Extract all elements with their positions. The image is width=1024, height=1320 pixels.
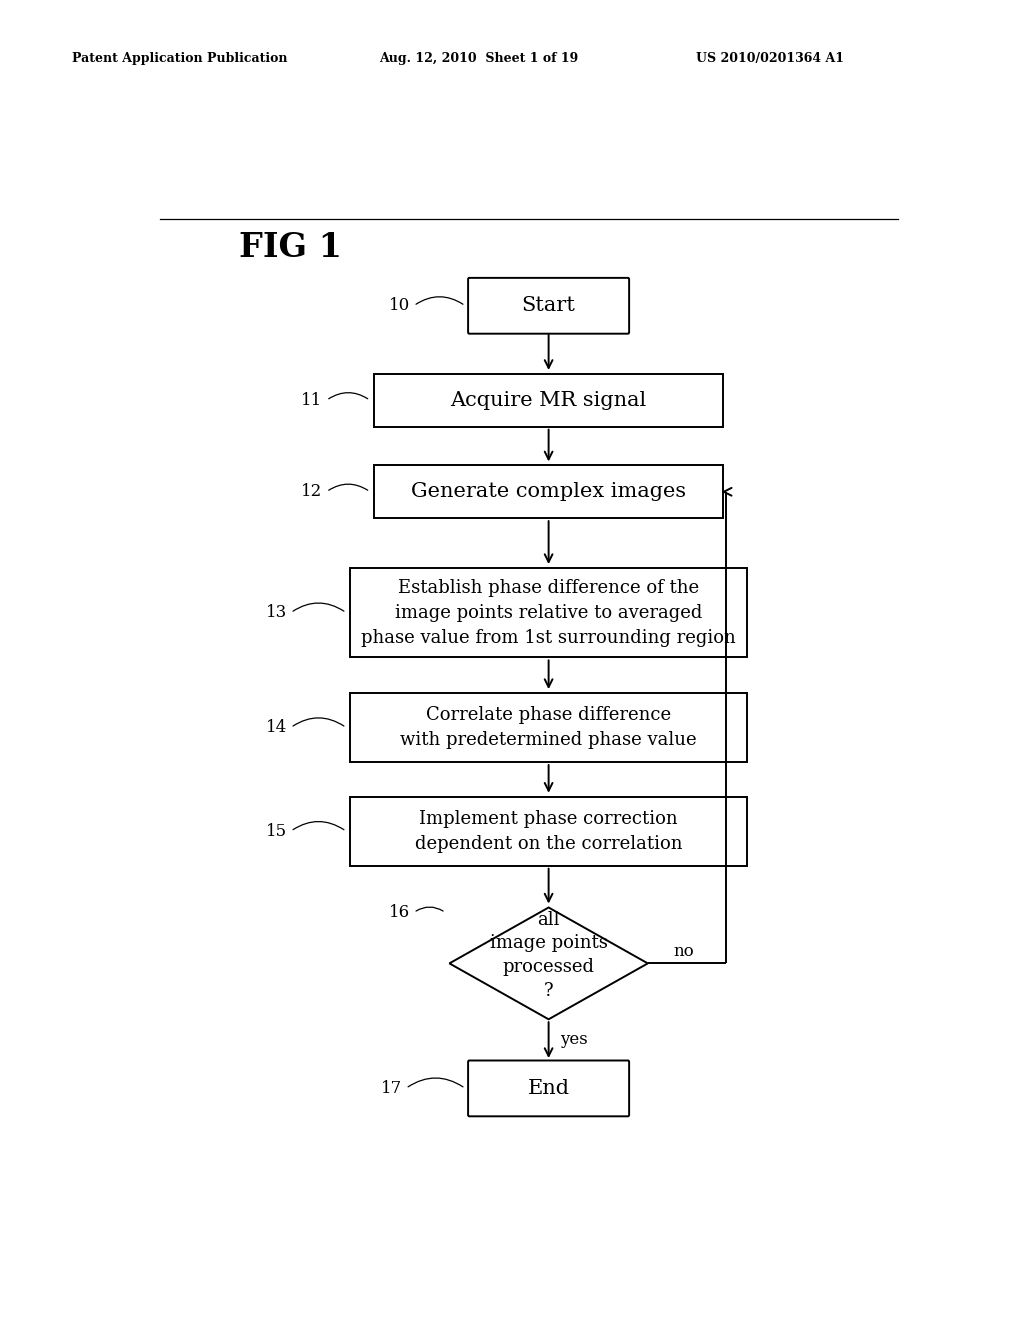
Bar (350, 568, 748, 657)
Text: US 2010/0201364 A1: US 2010/0201364 A1 (696, 51, 845, 65)
Text: all
image points
processed
?: all image points processed ? (489, 911, 607, 999)
Text: FIG 1: FIG 1 (240, 231, 342, 264)
Text: Generate complex images: Generate complex images (411, 482, 686, 502)
Text: 11: 11 (301, 392, 323, 409)
Polygon shape (450, 907, 648, 1019)
Text: no: no (673, 942, 694, 960)
FancyBboxPatch shape (468, 1060, 629, 1117)
Text: 13: 13 (265, 605, 287, 622)
Text: 10: 10 (388, 297, 410, 314)
Text: Establish phase difference of the
image points relative to averaged
phase value : Establish phase difference of the image … (361, 578, 736, 647)
Text: Start: Start (521, 296, 575, 315)
Text: 15: 15 (265, 822, 287, 840)
Text: 14: 14 (265, 719, 287, 737)
Text: Aug. 12, 2010  Sheet 1 of 19: Aug. 12, 2010 Sheet 1 of 19 (379, 51, 579, 65)
Text: 12: 12 (301, 483, 323, 500)
Text: 16: 16 (388, 904, 410, 921)
Text: Acquire MR signal: Acquire MR signal (451, 391, 647, 409)
Text: Correlate phase difference
with predetermined phase value: Correlate phase difference with predeter… (400, 706, 697, 748)
Text: End: End (527, 1078, 569, 1098)
Text: Implement phase correction
dependent on the correlation: Implement phase correction dependent on … (415, 809, 682, 853)
Bar (374, 374, 723, 426)
FancyBboxPatch shape (468, 279, 629, 334)
Bar (350, 797, 748, 866)
Text: Patent Application Publication: Patent Application Publication (72, 51, 287, 65)
Text: 17: 17 (381, 1080, 401, 1097)
Bar (350, 693, 748, 762)
Text: yes: yes (560, 1031, 588, 1048)
Bar (374, 466, 723, 519)
